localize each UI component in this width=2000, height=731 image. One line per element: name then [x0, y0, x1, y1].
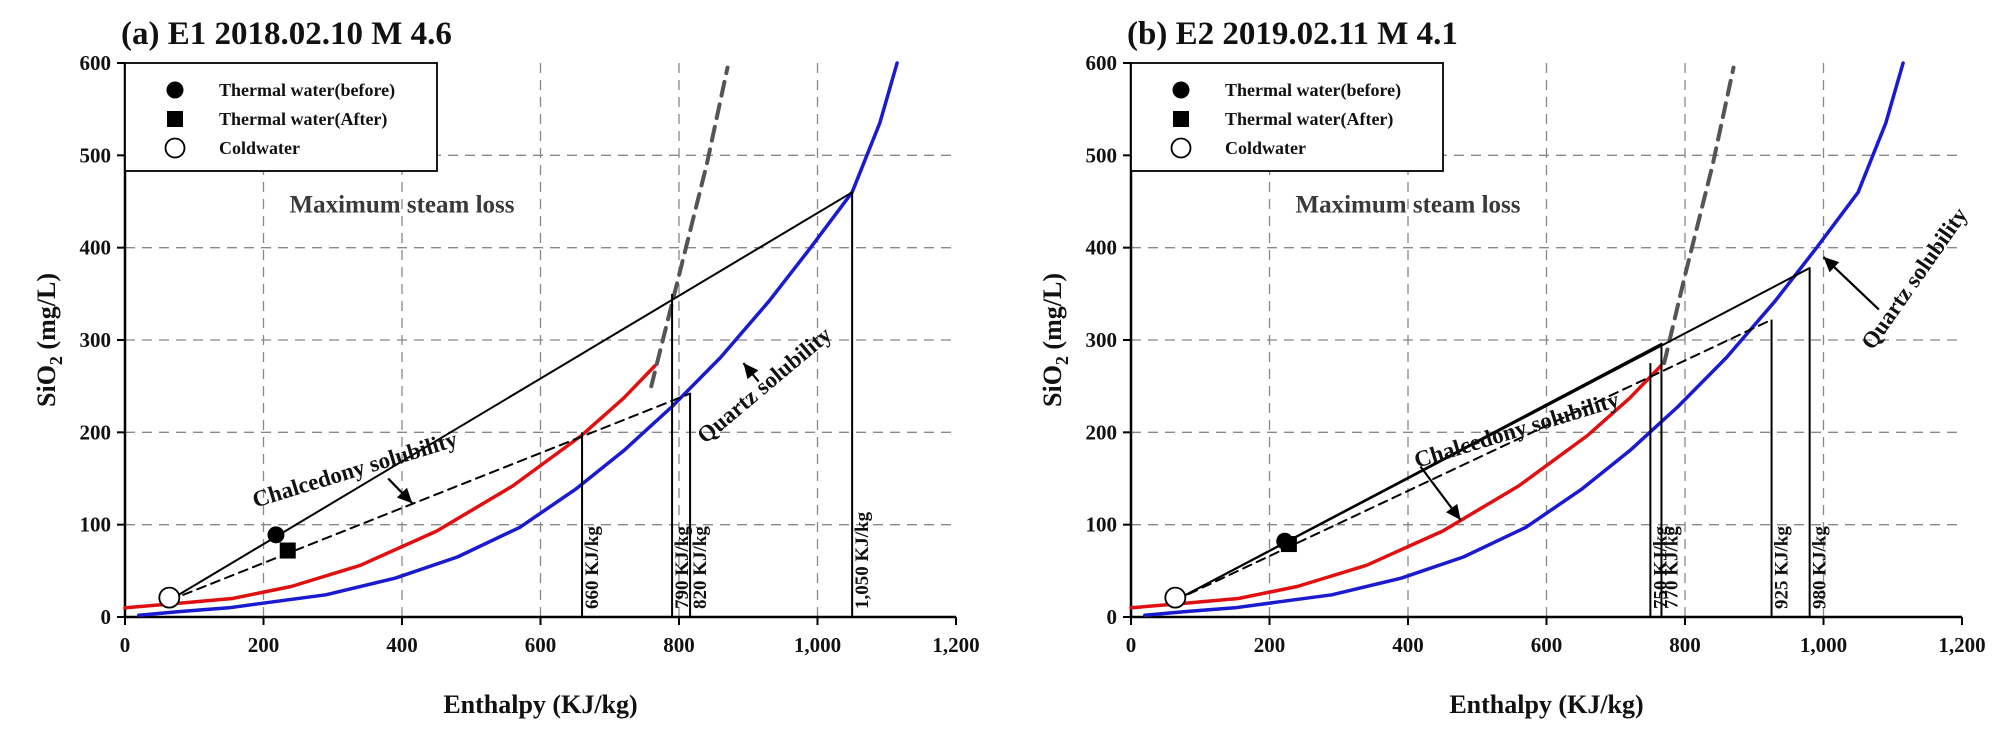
vertical-label: 790 KJ/kg [672, 526, 693, 609]
series-line-1 [123, 364, 657, 610]
data-point-coldwater [1164, 586, 1187, 609]
x-tick-label: 600 [1531, 633, 1563, 657]
legend-marker-square [1173, 111, 1189, 127]
legend-entry: Coldwater [1225, 138, 1306, 158]
arrow-head [1446, 503, 1461, 521]
vertical-label: 660 KJ/kg [582, 526, 603, 609]
x-tick-label: 1,000 [1800, 633, 1847, 657]
series-line-2 [649, 65, 730, 389]
annotation: Maximum steam loss [290, 192, 515, 219]
x-tick-label: 1,200 [1938, 633, 1985, 657]
x-tick-label: 1,000 [794, 633, 841, 657]
data-point-coldwater [158, 586, 181, 609]
annotation: Chalcedony solubility [249, 426, 460, 512]
y-axis-label-main: SiO [32, 365, 61, 407]
annotation: Quartz solubility [1856, 203, 1972, 354]
data-point-before [267, 526, 285, 544]
x-tick-label: 1,200 [932, 633, 979, 657]
annotation: Quartz solubility [692, 322, 836, 449]
vertical-label: 820 KJ/kg [690, 526, 711, 609]
legend: Thermal water(before) Thermal water(After… [1130, 62, 1444, 172]
x-tick-label: 400 [1392, 633, 1424, 657]
x-tick-label: 0 [120, 633, 131, 657]
x-tick-label: 200 [248, 633, 280, 657]
x-tick-label: 0 [1126, 633, 1137, 657]
legend-marker-circle [166, 81, 184, 99]
y-tick-label: 500 [80, 143, 112, 167]
series-line-4 [168, 392, 692, 602]
y-tick-label: 400 [80, 236, 112, 260]
arrow-head [1823, 256, 1840, 273]
legend: Thermal water(before) Thermal water(After… [124, 62, 438, 172]
y-tick-label: 0 [101, 605, 112, 629]
series-line-4 [1174, 342, 1663, 602]
y-tick-label: 0 [1107, 605, 1118, 629]
y-tick-label: 400 [1086, 236, 1118, 260]
vertical-label: 770 KJ/kg [1661, 526, 1682, 609]
annotation: Maximum steam loss [1296, 192, 1521, 219]
arrow-head [396, 487, 413, 504]
x-tick-label: 200 [1254, 633, 1286, 657]
legend-marker-open-circle [164, 137, 186, 159]
y-axis-label-subscript: 2 [1052, 356, 1072, 365]
data-point-after [1280, 536, 1297, 553]
y-tick-label: 600 [80, 51, 112, 75]
panel-title: (a) E1 2018.02.10 M 4.6 [121, 16, 452, 52]
y-tick-label: 500 [1086, 143, 1118, 167]
panel-b: (b) E2 2019.02.11 M 4.1 0 200 400 600 800 1,00… [1038, 16, 1986, 719]
x-tick-label: 600 [525, 633, 557, 657]
legend-entry: Coldwater [219, 138, 300, 158]
x-axis-label: Enthalpy (KJ/kg) [443, 690, 637, 719]
y-tick-label: 200 [80, 420, 112, 444]
series-line-0 [137, 61, 899, 617]
y-tick-label: 300 [80, 328, 112, 352]
legend-marker-open-circle [1170, 137, 1192, 159]
arrow-head [743, 363, 759, 380]
y-axis-label-main: SiO [1038, 365, 1067, 407]
y-tick-label: 300 [1086, 328, 1118, 352]
legend-entry: Thermal water(before) [1225, 80, 1401, 101]
vertical-label: 1,050 KJ/kg [852, 511, 873, 609]
series-line-0 [1143, 61, 1905, 617]
legend-entry: Thermal water(before) [219, 80, 395, 101]
x-axis-label: Enthalpy (KJ/kg) [1449, 690, 1643, 719]
data-point-after [279, 542, 296, 559]
panel-a: (a) E1 2018.02.10 M 4.6 0 200 400 600 800 1,00… [32, 16, 980, 719]
y-tick-label: 100 [1086, 513, 1118, 537]
annotation: Chalcedony solubility [1411, 387, 1622, 473]
y-axis-label-unit: (mg/L) [32, 273, 61, 356]
y-axis-label-unit: (mg/L) [1038, 273, 1067, 356]
y-tick-label: 200 [1086, 420, 1118, 444]
legend-entry: Thermal water(After) [219, 109, 387, 130]
y-axis-label: SiO2 (mg/L) [1038, 273, 1072, 407]
x-tick-label: 800 [1669, 633, 1701, 657]
x-tick-label: 800 [663, 633, 695, 657]
panel-title: (b) E2 2019.02.11 M 4.1 [1127, 16, 1458, 52]
legend-entry: Thermal water(After) [1225, 109, 1393, 130]
y-axis-label: SiO2 (mg/L) [32, 273, 66, 407]
legend-marker-circle [1172, 81, 1190, 99]
legend-marker-square [167, 111, 183, 127]
series-line-2 [1662, 65, 1736, 366]
y-tick-label: 600 [1086, 51, 1118, 75]
vertical-label: 980 KJ/kg [1810, 526, 1831, 609]
vertical-label: 925 KJ/kg [1772, 526, 1793, 609]
y-axis-label-subscript: 2 [46, 356, 66, 365]
x-tick-label: 400 [386, 633, 418, 657]
series-line-1 [1129, 364, 1663, 610]
y-tick-label: 100 [80, 513, 112, 537]
series-line-5 [1174, 318, 1773, 602]
